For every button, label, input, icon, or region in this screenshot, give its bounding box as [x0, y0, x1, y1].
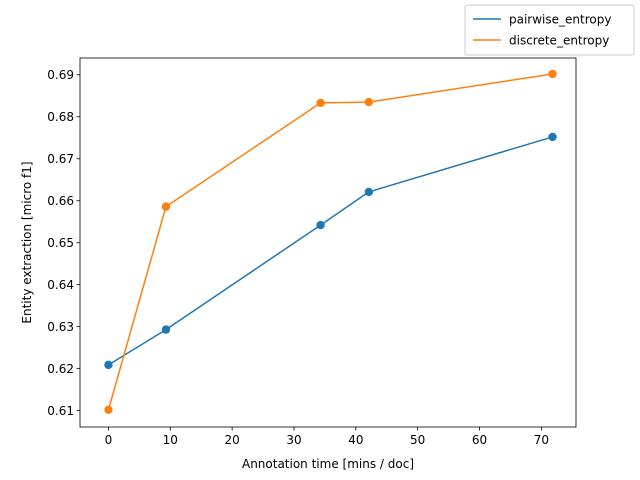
x-tick-label: 50 [410, 433, 425, 447]
legend-label: pairwise_entropy [509, 12, 611, 26]
y-axis: 0.61 0.62 0.63 0.64 0.65 0.66 0.67 0.68 0.69 [47, 68, 80, 418]
data-point-discrete_entropy [104, 405, 113, 414]
x-tick-label: 20 [224, 433, 239, 447]
x-tick-label: 40 [348, 433, 363, 447]
y-tick-label: 0.69 [47, 68, 74, 82]
y-axis-label: Entity extraction [micro f1] [20, 161, 34, 323]
x-tick-label: 10 [163, 433, 178, 447]
y-tick-label: 0.61 [47, 404, 74, 418]
legend-box [464, 4, 635, 56]
y-tick-label: 0.62 [47, 362, 74, 376]
y-tick-label: 0.68 [47, 110, 74, 124]
data-point-discrete_entropy [548, 69, 557, 79]
series-line-discrete_entropy [107, 73, 553, 410]
y-tick-label: 0.66 [47, 194, 74, 208]
data-point-discrete_entropy [316, 98, 325, 108]
x-axis: 0 10 20 30 40 50 60 70 [105, 427, 549, 447]
data-point-pairwise_entropy [161, 325, 171, 334]
legend: pairwise_entropy discrete_entropy [464, 4, 635, 56]
data-point-pairwise_entropy [548, 132, 557, 142]
x-tick-label: 60 [472, 433, 487, 447]
data-point-pairwise_entropy [104, 360, 113, 370]
data-point-pairwise_entropy [364, 187, 374, 197]
data-point-discrete_entropy [161, 202, 171, 211]
y-tick-label: 0.65 [47, 236, 74, 250]
series-line-pairwise_entropy [108, 136, 553, 366]
data-point-pairwise_entropy [316, 220, 325, 230]
x-tick-label: 70 [534, 433, 549, 447]
legend-label: discrete_entropy [509, 33, 609, 47]
x-tick-label: 0 [105, 433, 113, 447]
axes-frame [79, 57, 577, 428]
y-tick-label: 0.67 [47, 152, 74, 166]
data-point-discrete_entropy [364, 97, 374, 107]
plot-area [104, 69, 557, 414]
x-axis-label: Annotation time [mins / doc] [242, 457, 414, 471]
y-tick-label: 0.63 [47, 320, 74, 334]
y-tick-label: 0.64 [47, 278, 74, 292]
x-tick-label: 30 [286, 433, 301, 447]
